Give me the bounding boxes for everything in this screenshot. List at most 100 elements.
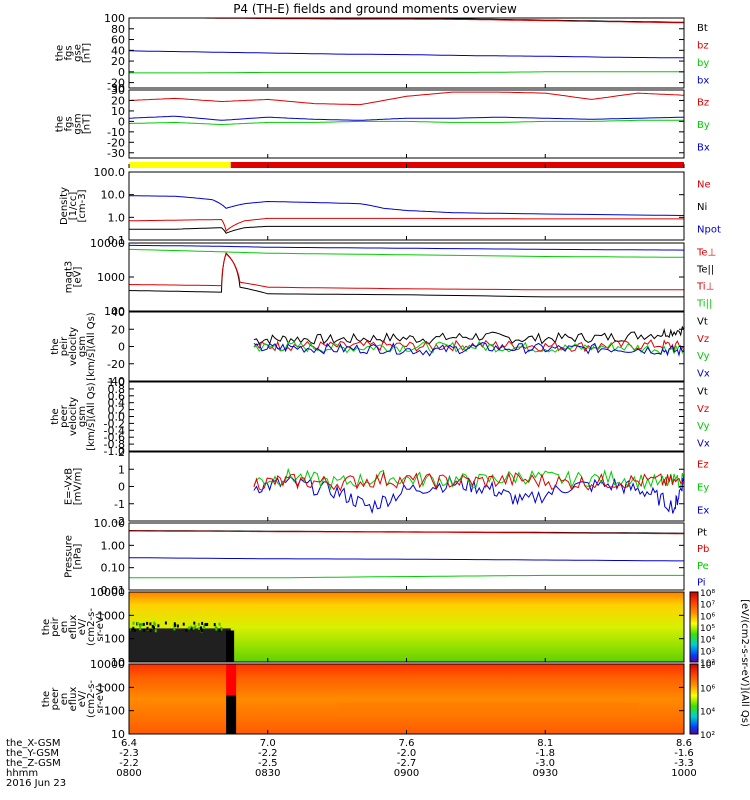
spectrogram-speckle [146, 621, 149, 625]
y-axis-label: peir [50, 616, 61, 636]
spectrogram-speckle [139, 624, 142, 628]
spectrogram-speckle [133, 628, 136, 632]
y-axis-label: sr-eV) [95, 612, 106, 641]
spectrogram-speckle [142, 622, 145, 626]
y-axis-label: [nT] [82, 43, 93, 63]
legend-entry: Bx [697, 143, 710, 154]
y-tick-label: -30 [107, 147, 125, 160]
spectrogram-speckle [132, 621, 135, 625]
y-tick-label: 1 [118, 463, 125, 476]
x-tick-label: -2.7 [397, 758, 417, 769]
series-line-Ti⊥ [128, 252, 684, 291]
colorbar-tick-label: 10² [700, 731, 715, 741]
x-tick-label: -2.5 [258, 758, 278, 769]
y-axis-label: gsm [73, 113, 84, 134]
x-tick-label: 1000 [671, 768, 696, 779]
data-gap [226, 695, 237, 734]
x-row-label: the_Z-GSM [6, 758, 61, 769]
colorbar-tick-label: 10⁴ [700, 636, 715, 646]
legend-entry: Vt [697, 317, 708, 328]
y-axis-label: peir [59, 336, 70, 356]
spectrogram-speckle [143, 628, 146, 632]
spectrogram-speckle [203, 624, 206, 628]
y-axis-label: [eV] [73, 267, 84, 288]
y-tick-label: 10000 [90, 658, 125, 671]
spectrogram-speckle [149, 622, 152, 626]
y-tick-label: -0.6 [104, 431, 125, 444]
y-axis-label: (cm2-s- [86, 680, 97, 718]
y-tick-label: 0 [118, 115, 125, 128]
y-tick-label: -40 [107, 375, 125, 388]
y-axis-label: peer [59, 404, 70, 428]
y-tick-label: 2 [118, 446, 125, 459]
y-tick-label: 10 [111, 728, 125, 741]
spectrogram-speckle [153, 626, 156, 630]
x-tick-label: 8.1 [537, 738, 553, 749]
series-line-Vt [253, 325, 685, 345]
y-axis-label: velocity [68, 327, 79, 366]
legend-entry: Ni [697, 202, 707, 213]
series-line-Te⊥ [129, 244, 685, 251]
y-axis-label: en [59, 693, 70, 706]
legend-entry: Vt [697, 387, 708, 398]
y-tick-label: 40 [111, 44, 125, 57]
spectrogram-speckle [200, 629, 203, 633]
spectrogram-speckle [213, 623, 216, 627]
y-axis-label: Density [59, 187, 70, 225]
y-tick-label: 0.2 [108, 404, 126, 417]
y-tick-label: -20 [107, 358, 125, 371]
spectrogram-speckle [164, 621, 167, 625]
series-line-Pi [128, 557, 684, 562]
y-tick-label: 10.0 [101, 189, 126, 202]
y-tick-label: 10 [111, 656, 125, 669]
series-line-bz [129, 17, 684, 24]
y-axis-label: the [50, 408, 61, 424]
x-row-label: the_Y-GSM [6, 748, 59, 759]
plot-title: P4 (TH-E) fields and ground moments over… [233, 2, 517, 16]
colorbar [689, 591, 699, 663]
legend-entry: Vx [697, 368, 710, 379]
x-row-label: hhmm [6, 768, 38, 779]
colorbar [689, 663, 699, 735]
series-line-bx [128, 50, 684, 59]
y-axis-label: Pressure [64, 535, 75, 578]
spectrogram-speckle [206, 622, 209, 626]
legend-entry: Bz [697, 97, 709, 108]
x-row-label: the_X-GSM [6, 738, 60, 749]
spectrogram-speckle [198, 626, 201, 630]
mode-gap [226, 664, 237, 696]
x-tick-label: -1.6 [674, 748, 694, 759]
colorbar-tick-label: 10⁵ [700, 624, 715, 634]
y-tick-label: 100.0 [94, 166, 126, 179]
legend-entry: Pt [697, 527, 707, 538]
x-tick-label: -2.2 [258, 748, 278, 759]
legend-entry: By [697, 120, 710, 131]
y-tick-label: 0.8 [108, 383, 126, 396]
x-tick-label: -2.3 [119, 748, 139, 759]
y-axis-label: [nPa] [73, 543, 84, 569]
y-axis-label: sr-eV) [95, 684, 106, 713]
y-tick-label: 100 [104, 305, 125, 318]
spectrogram-speckle [139, 627, 142, 631]
y-tick-label: 1.00 [101, 539, 126, 552]
y-axis-label: the [41, 691, 52, 707]
colorbar-tick-label: 10⁸ [700, 589, 715, 599]
x-tick-label: -3.0 [535, 758, 555, 769]
x-tick-label: 8.6 [676, 738, 692, 749]
y-tick-label: -0.4 [104, 424, 125, 437]
y-tick-label: 100 [104, 705, 125, 718]
y-tick-label: 80 [111, 23, 125, 36]
colorbar-tick-label: 10⁴ [700, 708, 715, 718]
x-tick-label: -1.8 [535, 748, 555, 759]
y-tick-label: 0.0 [108, 411, 126, 424]
spectrogram-speckle [200, 626, 203, 630]
x-tick-label: 0830 [255, 768, 280, 779]
series-line-Vy [253, 341, 685, 356]
x-tick-label: 7.0 [260, 738, 276, 749]
y-tick-label: -2 [114, 515, 125, 528]
spectrogram-speckle [192, 626, 195, 630]
spectrogram-speckle [201, 621, 204, 625]
legend-entry: bz [697, 40, 709, 51]
y-tick-label: 100 [104, 633, 125, 646]
